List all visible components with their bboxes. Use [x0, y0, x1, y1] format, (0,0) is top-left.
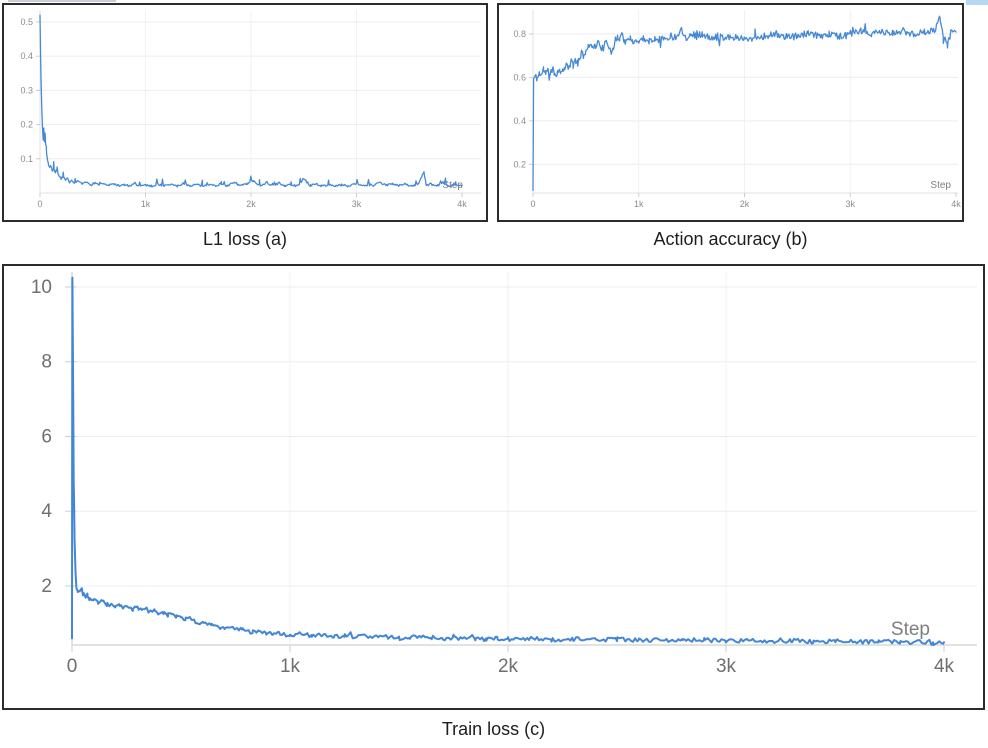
x-axis-step-label: Step	[891, 619, 930, 640]
x-tick-label: 4k	[934, 656, 955, 677]
screenshot-crop-artifact-top-right	[966, 0, 988, 5]
y-tick-label: 0.2	[20, 120, 33, 130]
x-tick-label: 2k	[498, 656, 519, 677]
gridlines	[72, 272, 977, 645]
x-tick-label: 0	[530, 199, 535, 209]
x-tick-label: 3k	[352, 199, 362, 209]
series-line-accuracy	[532, 15, 957, 192]
y-tick-label: 8	[41, 352, 52, 373]
chart-panel-train-loss: 2 4 6 8 10 0 1k 2k 3k 4k Step	[2, 264, 985, 710]
axes	[71, 272, 977, 646]
series-line-train	[71, 276, 945, 646]
tick-labels: 0.1 0.2 0.3 0.4 0.5 0 1k 2k 3k 4k	[20, 17, 467, 209]
tick-labels: 2 4 6 8 10 0 1k 2k 3k 4k	[31, 277, 955, 677]
y-tick-label: 0.4	[20, 51, 33, 61]
gridlines	[533, 10, 958, 193]
x-tick-label: 3k	[716, 656, 737, 677]
y-tick-label: 0.3	[20, 85, 33, 95]
x-tick-label: 1k	[280, 656, 301, 677]
axes	[39, 10, 481, 194]
y-tick-label: 10	[31, 277, 52, 298]
y-tick-label: 0.6	[513, 72, 526, 82]
x-tick-label: 4k	[457, 199, 467, 209]
x-tick-label: 1k	[141, 199, 151, 209]
chart-panel-action-accuracy: 0.2 0.4 0.6 0.8 0 1k 2k 3k 4k Step	[497, 3, 964, 222]
x-tick-label: 1k	[634, 199, 644, 209]
tick-labels: 0.2 0.4 0.6 0.8 0 1k 2k 3k 4k	[513, 29, 961, 209]
chart-panel-l1-loss: 0.1 0.2 0.3 0.4 0.5 0 1k 2k 3k 4k Step	[2, 3, 488, 222]
y-tick-label: 0.8	[513, 29, 526, 39]
x-tick-label: 0	[37, 199, 42, 209]
y-tick-label: 6	[41, 426, 52, 447]
gridlines	[40, 10, 481, 193]
x-axis-step-label: Step	[930, 180, 951, 191]
y-tick-label: 0.1	[20, 154, 33, 164]
series-line-l1_loss	[39, 14, 463, 188]
y-tick-label: 0.4	[513, 116, 526, 126]
caption-action-accuracy: Action accuracy (b)	[653, 229, 808, 249]
y-tick-label: 2	[41, 576, 52, 597]
x-tick-label: 2k	[246, 199, 256, 209]
screenshot-crop-artifact-top-left	[8, 0, 116, 2]
caption-l1-loss: L1 loss (a)	[202, 229, 288, 249]
y-tick-label: 0.2	[513, 159, 526, 169]
x-tick-label: 3k	[845, 199, 855, 209]
x-tick-label: 4k	[951, 199, 961, 209]
x-tick-label: 2k	[740, 199, 750, 209]
y-tick-label: 0.5	[20, 17, 33, 27]
caption-train-loss: Train loss (c)	[441, 719, 546, 739]
x-tick-label: 0	[67, 656, 78, 677]
y-tick-label: 4	[41, 501, 52, 522]
